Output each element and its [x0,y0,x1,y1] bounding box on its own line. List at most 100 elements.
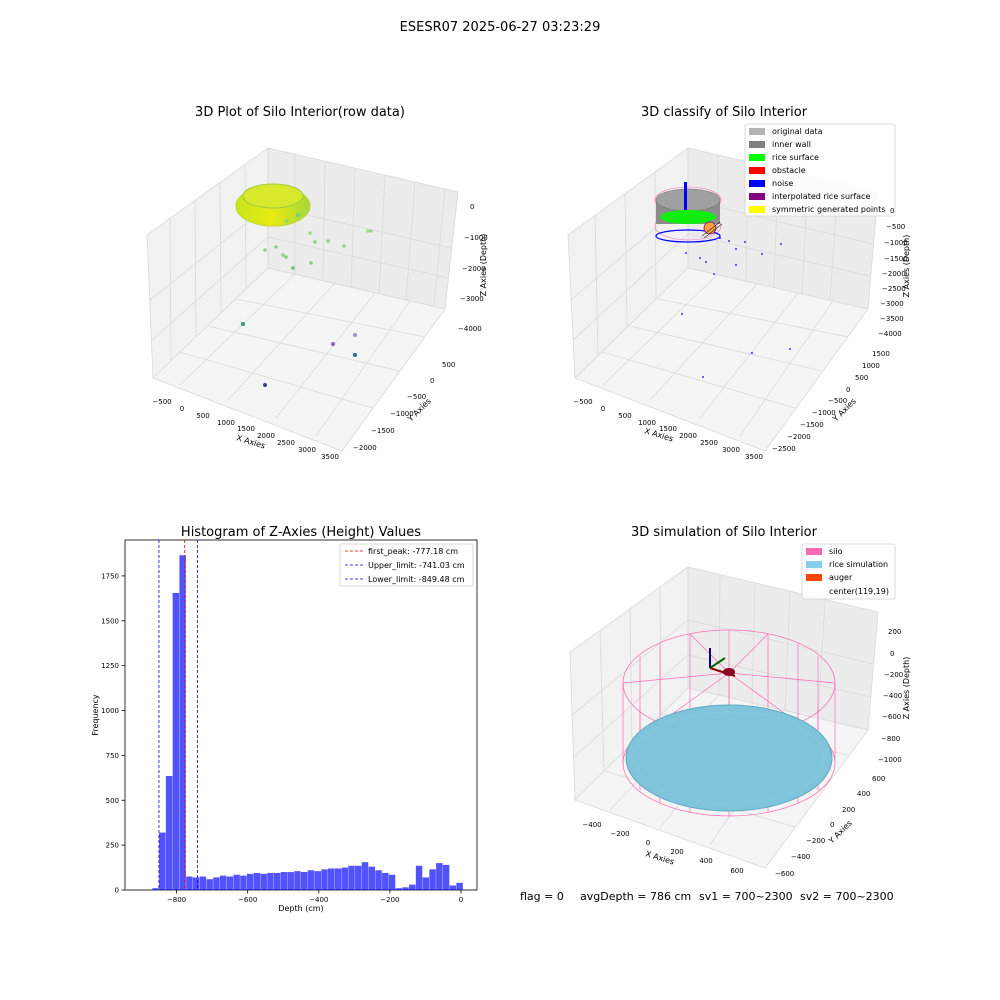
classify-ztick: −2000 [882,270,906,278]
histogram-ytick-label: 1750 [101,572,119,580]
histogram-bar [442,864,450,890]
histogram-ytick-label: 1250 [101,662,119,670]
legend-label: rice surface [772,153,819,162]
histogram-bar [382,872,389,890]
classify-ztick: 0 [890,207,894,215]
raw-ztick: −1000 [464,234,488,242]
histogram-xlabel: Depth (cm) [278,904,323,913]
simulation-ytick: −600 [775,870,794,878]
classify-ztick: −3500 [880,315,904,323]
histogram-bar [267,872,274,890]
raw-ztick: 0 [470,203,474,211]
legend-label: first_peak: -777.18 cm [368,547,458,556]
raw-ztick: −3000 [460,295,484,303]
classify-ytick: −2000 [787,433,811,441]
legend-swatch-silo [806,548,822,555]
legend-label: Lower_limit: -849.48 cm [368,575,465,584]
histogram-bar [226,876,234,890]
classify-zlabel: Z Axies (Depth) [902,235,911,298]
classify-xtick: 1000 [638,419,656,427]
histogram-xtick-label: 0 [459,896,463,904]
status-flag: flag = 0 [520,890,564,903]
histogram-legend: first_peak: -777.18 cm Upper_limit: -741… [339,543,474,587]
histogram-ylabel: Frequency [91,694,100,736]
histogram-bar [355,865,362,890]
histogram-bar [280,872,288,890]
histogram-bar [348,865,355,890]
histogram-bar [388,874,396,890]
raw-ytick: −2000 [353,444,377,452]
raw-xtick: 0 [180,405,184,413]
histogram-ytick-label: 750 [106,752,119,760]
simulation-xtick: −400 [582,821,601,829]
panel-simulation-3d: 3D simulation of Silo Interior [569,525,911,878]
legend-swatch-auger [806,574,822,581]
histogram-y-ticks: 0 250 500 750 1000 1250 1500 1750 [101,572,125,895]
histogram-bar [375,870,382,890]
simulation-ztick: 200 [888,628,901,636]
raw-ytick: 500 [442,361,455,369]
histogram-ytick-label: 1500 [101,617,119,625]
histogram-xtick-label: −800 [167,896,186,904]
histogram-bar [287,872,294,890]
raw-xtick: 3000 [298,446,316,454]
panel-raw-3d: 3D Plot of Silo Interior(row data) [146,105,488,461]
classify-ytick: −2500 [772,445,796,453]
legend-swatch-obstacle [749,167,765,174]
figure-title: ESESR07 2025-06-27 03:23:29 [400,20,601,35]
raw-zlabel: Z Axies (Depth) [479,234,488,297]
histogram-bar [246,873,254,890]
histogram-bar [368,866,376,890]
histogram-bar [206,879,213,890]
histogram-bar [361,862,369,890]
classify-xtick: 0 [601,405,605,413]
legend-swatch-inner-wall [749,141,765,148]
classify-silo-points [654,182,723,243]
raw-ytick: −1000 [390,410,414,418]
status-avg-depth: avgDepth = 786 cm [580,890,691,903]
histogram-x-ticks: −800 −600 −400 −200 0 [167,890,463,904]
histogram-bar [328,868,335,890]
histogram-bar [179,555,186,890]
simulation-ztick: −800 [881,735,900,743]
histogram-xtick-label: −400 [309,896,328,904]
histogram-title: Histogram of Z-Axies (Height) Values [181,525,421,540]
legend-label: Upper_limit: -741.03 cm [368,561,465,570]
status-line: flag = 0 avgDepth = 786 cm sv1 = 700~230… [520,890,894,903]
legend-label: symmetric generated points [772,205,885,214]
classify-3d-box [567,147,879,452]
histogram-bar [172,592,180,890]
rice-simulation-surface [625,704,833,812]
raw-axis-ticks: −500 0 500 1000 1500 2000 2500 3000 3500… [152,203,487,461]
raw-ytick: −1500 [371,427,395,435]
histogram-bar [307,870,315,890]
histogram-bar [321,869,328,890]
status-sv1: sv1 = 700~2300 [699,890,793,903]
classify-xtick: 500 [618,412,631,420]
classify-axis-ticks: −500 0 500 1000 1500 2000 2500 3000 3500… [573,207,907,461]
panel-classify-3d: 3D classify of Silo Interior [567,105,911,461]
simulation-ztick: −600 [882,713,901,721]
raw-ytick: −500 [407,393,426,401]
histogram-bar [233,874,240,890]
simulation-legend: silo rice simulation auger center(119,19… [801,543,896,600]
histogram-xtick-label: −600 [238,896,257,904]
histogram-bar [422,877,430,890]
classify-ztick: −500 [886,223,905,231]
classify-ytick: 1500 [872,350,890,358]
classify-xtick: 2500 [700,439,718,447]
histogram-bar [159,832,166,890]
simulation-ytick: 600 [872,775,885,783]
histogram-bar [240,875,247,890]
legend-swatch-rice-simulation [806,561,822,568]
histogram-bar [213,877,220,890]
histogram-bar [314,871,321,890]
histogram-ytick-label: 0 [115,887,119,895]
legend-label: inner wall [772,140,811,149]
histogram-bar [219,875,227,890]
simulation-ztick: 0 [890,650,894,658]
classify-ztick: −1500 [884,255,908,263]
raw-silo-ring-inner [242,183,304,209]
histogram-bar [341,867,348,890]
